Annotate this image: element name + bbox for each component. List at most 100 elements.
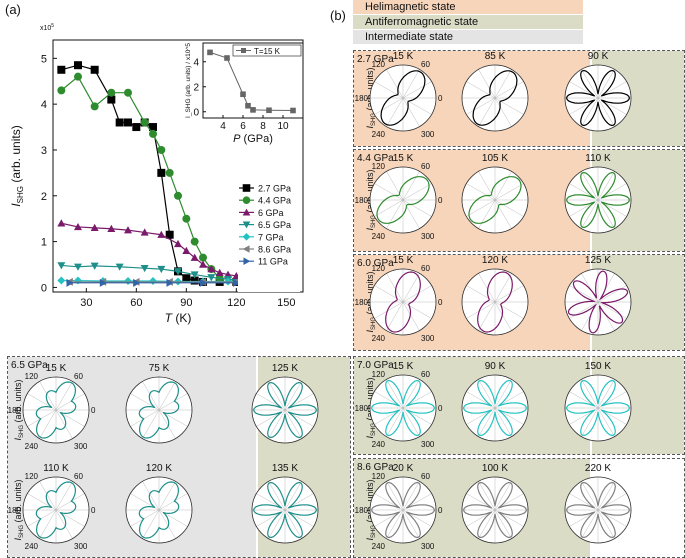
polar-curve-g65-1 (138, 381, 180, 439)
point-65GPa-4 (140, 264, 149, 273)
x-axis-label: T (K) (165, 311, 192, 325)
legend-marker-7GPa (242, 233, 251, 241)
legend-label-7GPa: 7 GPa (258, 232, 284, 242)
legend-marker-6GPa (242, 208, 251, 216)
pressure-label-g86: 8.6 GPa (357, 462, 394, 473)
point-65GPa-1 (74, 263, 82, 271)
angle-180-g44-0: 180 (355, 196, 369, 205)
grid-spoke-g65-2-150 (256, 393, 314, 427)
point-65GPa-3 (115, 263, 124, 271)
point-65GPa-7 (190, 271, 199, 279)
polar-curve-g65-2 (253, 381, 318, 439)
angle-240-g65-0: 240 (25, 442, 39, 451)
angle-0-g27-0: 0 (438, 94, 443, 103)
inset-x-tick-label-8: 8 (260, 121, 266, 132)
inset-point-1 (224, 55, 230, 61)
grid-spoke-g44-1-150 (466, 183, 524, 217)
inset-x-tick-label-4: 4 (220, 121, 226, 132)
legend-heli: Helimagnetic state (353, 0, 583, 14)
grid-spoke-g86-2-150 (569, 493, 627, 527)
inset-y-tick-label-0: 0 (193, 107, 199, 118)
legend-label-86GPa: 8.6 GPa (258, 245, 291, 255)
angle-120-g65-0: 120 (25, 372, 39, 381)
point-27GPa-13 (190, 276, 199, 285)
grid-spoke-g65-3-150 (27, 493, 85, 527)
panel-label-b: (b) (330, 8, 346, 23)
polar-curve-g70-1 (462, 379, 528, 437)
outer-ring-g60-2 (564, 268, 632, 336)
outer-ring-g65-4 (125, 476, 193, 544)
point-27GPa-4 (115, 118, 124, 127)
angle-0-g70-0: 0 (438, 404, 443, 413)
point-27GPa-9 (157, 168, 166, 177)
grid-spoke-g60-2-150 (569, 285, 627, 319)
outer-ring-g70-2 (564, 374, 632, 442)
angle-240-g65-3: 240 (25, 542, 39, 551)
angle-300-g86-0: 300 (421, 542, 435, 551)
legend-marker-44GPa (242, 196, 251, 204)
point-6GPa-12 (215, 268, 224, 276)
angle-120-g86-0: 120 (372, 472, 386, 481)
temp-label-g27-0: 15 K (393, 51, 414, 62)
outer-ring-g65-0 (22, 376, 90, 444)
point-44GPa-8 (165, 168, 174, 177)
outer-ring-g86-0 (369, 476, 437, 544)
inset-x-tick-label-10: 10 (277, 121, 289, 132)
angle-300-g60-0: 300 (421, 334, 435, 343)
grid-spoke-g70-2-150 (569, 391, 627, 425)
point-27GPa-1 (74, 61, 82, 70)
polar-curve-g86-0 (370, 481, 436, 539)
point-6GPa-3 (107, 224, 116, 232)
temp-label-g65-0: 15 K (46, 363, 67, 374)
inset-point-4 (250, 107, 256, 113)
temp-label-g65-1: 75 K (149, 363, 170, 374)
angle-300-g44-0: 300 (421, 232, 435, 241)
x-tick-label-30: 30 (80, 297, 92, 309)
outer-ring-g44-1 (461, 166, 529, 234)
point-27GPa-8 (149, 123, 157, 132)
angle-180-g65-0: 180 (8, 406, 22, 415)
angle-240-g70-0: 240 (372, 440, 386, 449)
point-44GPa-3 (107, 88, 116, 97)
temp-label-g65-2: 125 K (272, 363, 298, 374)
angle-300-g65-3: 300 (74, 542, 88, 551)
point-6GPa-8 (182, 246, 191, 254)
polar-curve-g65-0 (35, 381, 77, 439)
legend-label-27GPa: 2.7 GPa (258, 184, 291, 194)
inset-legend-marker (241, 48, 246, 53)
angle-60-g27-0: 60 (421, 60, 430, 69)
point-7GPa-0 (57, 276, 66, 285)
y-tick-label-4: 4 (41, 99, 47, 111)
outer-ring-g65-1 (125, 376, 193, 444)
point-6GPa-0 (57, 219, 66, 227)
temp-label-g44-0: 15 K (393, 153, 414, 164)
point-44GPa-10 (182, 214, 191, 223)
angle-0-g65-0: 0 (91, 406, 96, 415)
inset-y-axis-label: I_SHG (arb. units) / x10^5 (185, 43, 192, 118)
temp-label-g65-4: 120 K (146, 463, 172, 474)
inset-y-tick-label-4: 4 (193, 57, 199, 68)
panel-label-a: (a) (5, 2, 21, 17)
legend-marker-65GPa (242, 221, 251, 229)
polar-ylabel-g44-0: ISHG (arb. units) (365, 169, 377, 230)
point-6GPa-10 (199, 260, 207, 268)
polar-curve-g86-1 (462, 481, 528, 539)
legend-inter-label: Intermediate state (365, 31, 454, 43)
angle-120-g70-0: 120 (372, 370, 386, 379)
point-6GPa-9 (190, 253, 199, 261)
grid-spoke-g65-4-150 (130, 493, 188, 527)
temp-label-g86-2: 220 K (585, 463, 611, 474)
legend-afm-label: Antiferromagnetic state (365, 16, 479, 28)
polar-curve-g65-5 (253, 481, 318, 539)
inset-point-3 (245, 102, 251, 109)
outer-ring-g70-1 (461, 374, 529, 442)
angle-300-g27-0: 300 (421, 130, 435, 139)
temp-label-g60-0: 15 K (393, 255, 414, 266)
polar-ylabel-g60-0: ISHG (arb. units) (365, 271, 377, 332)
temp-label-g60-1: 120 K (482, 255, 508, 266)
outer-ring-g44-2 (564, 166, 632, 234)
angle-180-g60-0: 180 (355, 298, 369, 307)
